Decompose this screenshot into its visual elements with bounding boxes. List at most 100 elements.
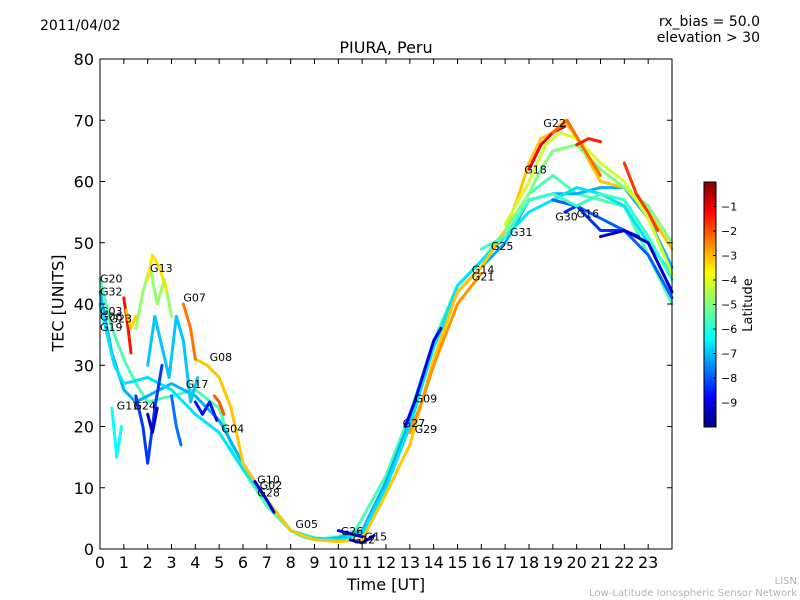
colorbar-tick-label: −9: [721, 397, 737, 410]
y-tick-label: 70: [74, 111, 94, 130]
series-line-27: [193, 400, 219, 422]
x-tick-label: 19: [543, 553, 563, 572]
rx-bias-label: rx_bias = 50.0: [658, 14, 760, 30]
x-tick-label: 5: [214, 553, 224, 572]
y-tick-label: 10: [74, 479, 94, 498]
series-line-15: [408, 271, 483, 435]
satellite-label-g09: G09: [415, 393, 438, 406]
x-tick-label: 7: [262, 553, 272, 572]
footer-line-1: LISN: [774, 576, 797, 587]
x-tick-label: 4: [190, 553, 200, 572]
series-line-6: [527, 124, 567, 171]
satellite-label-g12: G12: [353, 533, 376, 546]
colorbar-tick-label: −8: [721, 372, 737, 385]
colorbar-tick-label: −2: [721, 225, 737, 238]
x-tick-label: 17: [495, 553, 515, 572]
x-tick-label: 10: [328, 553, 348, 572]
footer-credit: LISN Low-Latitude Ionospheric Sensor Net…: [589, 576, 797, 600]
x-tick-label: 15: [447, 553, 467, 572]
y-tick-label: 20: [74, 418, 94, 437]
satellite-label-g06: G06: [100, 311, 123, 324]
y-tick-label: 40: [74, 295, 94, 314]
satellite-label-g07: G07: [183, 292, 206, 305]
satellite-label-g24: G24: [133, 399, 156, 412]
footer-line-2: Low-Latitude Ionospheric Sensor Network: [589, 588, 797, 599]
chart-title: PIURA, Peru: [339, 38, 433, 57]
satellite-label-g11: G11: [117, 399, 140, 412]
x-tick-label: 2: [143, 553, 153, 572]
satellite-label-g21: G21: [472, 271, 495, 284]
satellite-label-g26: G26: [341, 525, 364, 538]
satellite-label-g29: G29: [415, 423, 438, 436]
x-tick-label: 23: [638, 553, 658, 572]
colorbar-tick-label: −6: [721, 323, 737, 336]
satellite-label-g03: G03: [100, 305, 123, 318]
colorbar-tick-label: −7: [721, 348, 737, 361]
colorbar-tick-label: −3: [721, 250, 737, 263]
satellite-label-g15: G15: [365, 530, 388, 543]
x-tick-label: 11: [352, 553, 372, 572]
series-line-21: [146, 253, 169, 294]
y-tick-label: 80: [74, 50, 94, 69]
series-line-13: [479, 192, 674, 281]
settings-info: rx_bias = 50.0 elevation > 30: [657, 14, 760, 46]
series-line-29: [170, 394, 183, 447]
x-tick-label: 6: [238, 553, 248, 572]
series-line-12: [599, 229, 674, 294]
x-tick-label: 14: [423, 553, 443, 572]
latitude-colorbar: −1 −2 −3 −4 −5 −6 −7 −8 −9 Latitude: [703, 181, 756, 428]
satellite-label-g20: G20: [100, 273, 123, 286]
satellite-label-g14: G14: [472, 263, 495, 276]
satellite-label-g16: G16: [577, 208, 600, 221]
x-tick-label: 22: [614, 553, 634, 572]
satellite-label-g27: G27: [403, 417, 426, 430]
satellite-label-g08: G08: [210, 351, 233, 364]
x-tick-label: 12: [376, 553, 396, 572]
series-line-19: [146, 314, 200, 404]
x-tick-label: 1: [119, 553, 129, 572]
y-tick-label: 0: [84, 540, 94, 559]
satellite-label-g32: G32: [100, 285, 123, 298]
series-line-7: [551, 118, 602, 177]
satellite-label-g17: G17: [186, 378, 209, 391]
y-tick-label: 50: [74, 234, 94, 253]
y-tick-label: 60: [74, 173, 94, 192]
satellite-label-g30: G30: [555, 211, 578, 224]
x-tick-label: 8: [286, 553, 296, 572]
series-line-9: [622, 161, 660, 232]
series-line-22: [181, 302, 197, 361]
series-line-25: [110, 406, 123, 459]
x-tick-label: 9: [309, 553, 319, 572]
satellite-label-g25: G25: [491, 240, 514, 253]
series-line-24: [134, 363, 164, 465]
colorbar-tick-label: −4: [721, 274, 737, 287]
y-tick-label: 30: [74, 356, 94, 375]
axes: 0 1 2 3 4 5 6 7 8 9 10 11 12 13 14 15 16 17 18 19 20 21 22 2301…: [74, 50, 673, 572]
satellite-label-g19: G19: [100, 321, 123, 334]
colorbar-label: Latitude: [741, 278, 756, 332]
elevation-label: elevation > 30: [656, 30, 760, 46]
x-tick-label: 18: [519, 553, 539, 572]
x-tick-label: 21: [590, 553, 610, 572]
satellite-label-g22: G22: [543, 117, 566, 130]
colorbar-tick-label: −5: [721, 299, 737, 312]
satellite-label-g31: G31: [510, 226, 533, 239]
satellite-label-g05: G05: [295, 518, 318, 531]
satellite-label-g13: G13: [150, 262, 173, 275]
satellite-label-g18: G18: [524, 164, 547, 177]
series-line-14: [403, 327, 443, 428]
x-tick-label: 20: [566, 553, 586, 572]
series-line-28: [212, 394, 226, 416]
satellite-label-g10: G10: [257, 473, 280, 486]
series-line-30: [124, 308, 138, 330]
satellite-label-g28: G28: [257, 486, 280, 499]
series-line-23: [122, 296, 133, 355]
series-lines: [98, 118, 674, 545]
x-tick-label: 3: [166, 553, 176, 572]
series-line-2: [98, 186, 674, 542]
satellite-label-g02: G02: [260, 479, 283, 492]
satellite-label-g04: G04: [222, 423, 245, 436]
series-line-16: [336, 529, 364, 539]
